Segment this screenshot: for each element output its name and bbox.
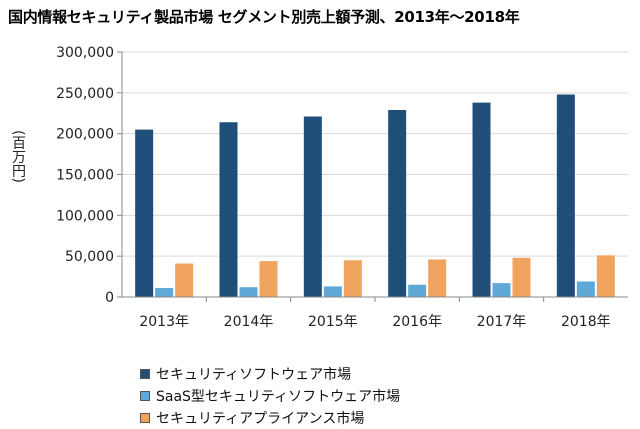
x-tick-label: 2013年 <box>139 314 189 330</box>
bar <box>259 261 278 297</box>
legend-swatch <box>140 413 150 423</box>
y-tick-labels: 0 50,000 100,000 150,000 200,000 250,000 300,0… <box>56 45 114 306</box>
bar <box>428 259 447 297</box>
bar <box>408 284 427 297</box>
legend-item: セキュリティアプライアンス市場 <box>140 407 400 429</box>
legend-label: セキュリティソフトウェア市場 <box>156 367 352 383</box>
bar <box>576 281 595 297</box>
bar <box>596 255 615 297</box>
bar <box>303 116 322 298</box>
bar <box>512 257 531 297</box>
bar <box>343 260 362 297</box>
bar <box>472 102 491 297</box>
bar <box>556 94 575 297</box>
bar <box>323 286 342 297</box>
x-tick-label: 2016年 <box>392 314 442 330</box>
legend-item: セキュリティソフトウェア市場 <box>140 363 400 385</box>
bar <box>492 283 511 297</box>
legend: セキュリティソフトウェア市場 SaaS型セキュリティソフトウェア市場 セキュリテ… <box>140 363 400 429</box>
y-tick-label: 0 <box>105 290 114 306</box>
bar <box>175 263 194 297</box>
y-tick-label: 50,000 <box>65 249 114 265</box>
gridlines <box>117 51 628 298</box>
x-tick-label: 2017年 <box>477 314 527 330</box>
legend-label: SaaS型セキュリティソフトウェア市場 <box>156 389 401 405</box>
bars <box>135 94 615 298</box>
chart-title: 国内情報セキュリティ製品市場 セグメント別売上額予測、2013年～2018年 <box>8 8 520 26</box>
y-tick-label: 150,000 <box>56 168 114 184</box>
bar <box>388 109 407 297</box>
bar <box>219 122 238 297</box>
bar <box>239 287 258 297</box>
x-tick-label: 2014年 <box>224 314 274 330</box>
y-tick-label: 300,000 <box>56 45 114 61</box>
legend-swatch <box>140 369 150 379</box>
x-tick-label: 2015年 <box>308 314 358 330</box>
y-tick-label: 200,000 <box>56 127 114 143</box>
y-tick-label: 250,000 <box>56 86 114 102</box>
x-tick-labels: 2013年 2014年 2015年 2016年 2017年 2018年 <box>139 297 611 330</box>
legend-swatch <box>140 391 150 401</box>
bar <box>135 129 154 297</box>
legend-label: セキュリティアプライアンス市場 <box>156 411 365 427</box>
x-tick-label: 2018年 <box>561 314 611 330</box>
y-tick-label: 100,000 <box>56 208 114 224</box>
y-axis-label: (百万円) <box>10 130 26 183</box>
bar <box>155 288 174 297</box>
legend-item: SaaS型セキュリティソフトウェア市場 <box>140 385 400 407</box>
